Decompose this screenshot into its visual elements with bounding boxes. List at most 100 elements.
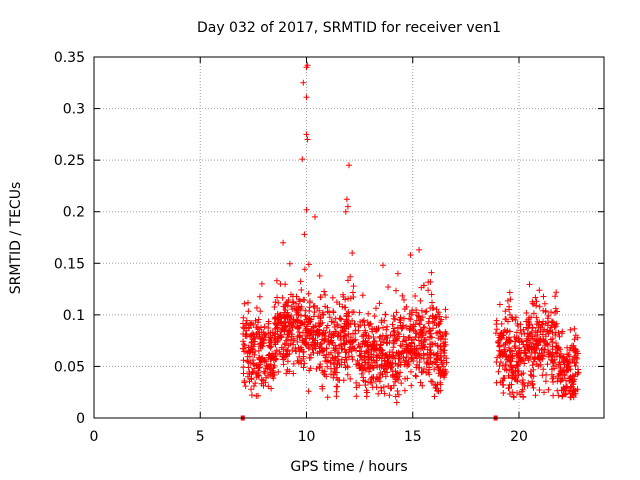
data-point — [540, 366, 547, 373]
data-point — [276, 348, 283, 355]
data-point — [365, 310, 372, 317]
data-point — [378, 338, 385, 345]
data-point — [534, 329, 541, 336]
data-point — [249, 330, 256, 337]
data-point — [281, 309, 288, 316]
data-point — [438, 316, 445, 323]
data-point — [240, 341, 247, 348]
data-point — [500, 342, 507, 348]
data-point — [241, 379, 248, 386]
data-point — [286, 260, 293, 267]
y-axis-label: SRMTID / TECUs — [8, 182, 24, 295]
data-point — [563, 390, 570, 397]
data-point — [532, 392, 539, 399]
data-point — [365, 353, 372, 360]
data-point — [548, 309, 554, 316]
data-point — [433, 385, 440, 392]
data-point — [312, 322, 319, 329]
data-point — [437, 387, 444, 394]
data-point — [383, 362, 390, 369]
data-point — [282, 281, 289, 288]
data-point — [333, 364, 340, 371]
data-point — [375, 325, 382, 332]
data-point — [575, 369, 581, 376]
data-point — [310, 335, 317, 342]
data-point — [334, 383, 341, 390]
data-point — [330, 319, 337, 326]
data-point — [425, 287, 432, 294]
data-point — [413, 355, 420, 362]
data-point — [305, 261, 312, 268]
data-point — [405, 358, 412, 365]
data-point — [307, 330, 314, 336]
data-point — [542, 378, 549, 385]
data-point — [530, 358, 537, 365]
data-point — [316, 349, 323, 356]
data-point — [241, 300, 248, 307]
data-point — [499, 362, 506, 369]
data-point — [540, 318, 546, 325]
data-point — [376, 335, 383, 341]
data-point — [390, 325, 397, 332]
data-point — [569, 358, 576, 365]
data-point — [360, 377, 367, 384]
data-point — [343, 349, 350, 356]
data-point — [376, 346, 383, 353]
data-point — [544, 361, 551, 368]
data-point — [505, 344, 512, 351]
data-point — [421, 324, 428, 331]
data-point — [413, 373, 420, 380]
data-point — [555, 373, 562, 379]
data-point — [352, 336, 359, 343]
data-point — [248, 392, 255, 399]
data-point — [286, 314, 292, 320]
data-point — [261, 370, 268, 377]
data-point — [506, 354, 513, 361]
data-point — [509, 353, 516, 359]
data-point — [434, 361, 440, 368]
data-point — [255, 367, 262, 374]
data-point — [396, 353, 403, 360]
data-point — [571, 354, 578, 361]
data-point — [381, 336, 388, 343]
data-point — [275, 333, 282, 340]
data-point — [273, 277, 280, 284]
data-point — [350, 283, 357, 290]
data-point — [380, 384, 387, 390]
data-point — [397, 342, 404, 349]
data-point — [431, 393, 438, 400]
data-point — [553, 340, 559, 347]
data-point-peak — [258, 280, 265, 287]
data-point — [406, 315, 413, 322]
data-point — [412, 328, 419, 335]
data-point — [530, 384, 537, 391]
data-point — [298, 357, 305, 364]
data-point — [440, 363, 447, 370]
data-point — [320, 311, 327, 318]
data-point — [415, 312, 422, 319]
data-point — [438, 335, 445, 341]
data-point — [316, 343, 323, 350]
data-point — [322, 303, 329, 310]
data-point — [554, 347, 561, 354]
data-point — [333, 346, 340, 352]
data-point — [504, 297, 511, 304]
data-point — [344, 364, 351, 371]
data-point — [250, 383, 257, 389]
data-point — [402, 375, 408, 382]
data-point — [390, 313, 397, 319]
data-point — [520, 370, 527, 377]
data-point — [540, 293, 547, 300]
data-point — [506, 385, 513, 391]
data-point — [549, 352, 556, 359]
data-point — [256, 354, 263, 361]
data-point — [349, 317, 356, 324]
data-point — [567, 394, 574, 401]
data-point — [275, 299, 282, 306]
data-point — [285, 327, 292, 334]
data-point — [525, 325, 532, 332]
data-point — [403, 303, 410, 310]
data-point — [322, 354, 329, 361]
data-point — [571, 325, 578, 332]
data-point — [367, 320, 374, 327]
